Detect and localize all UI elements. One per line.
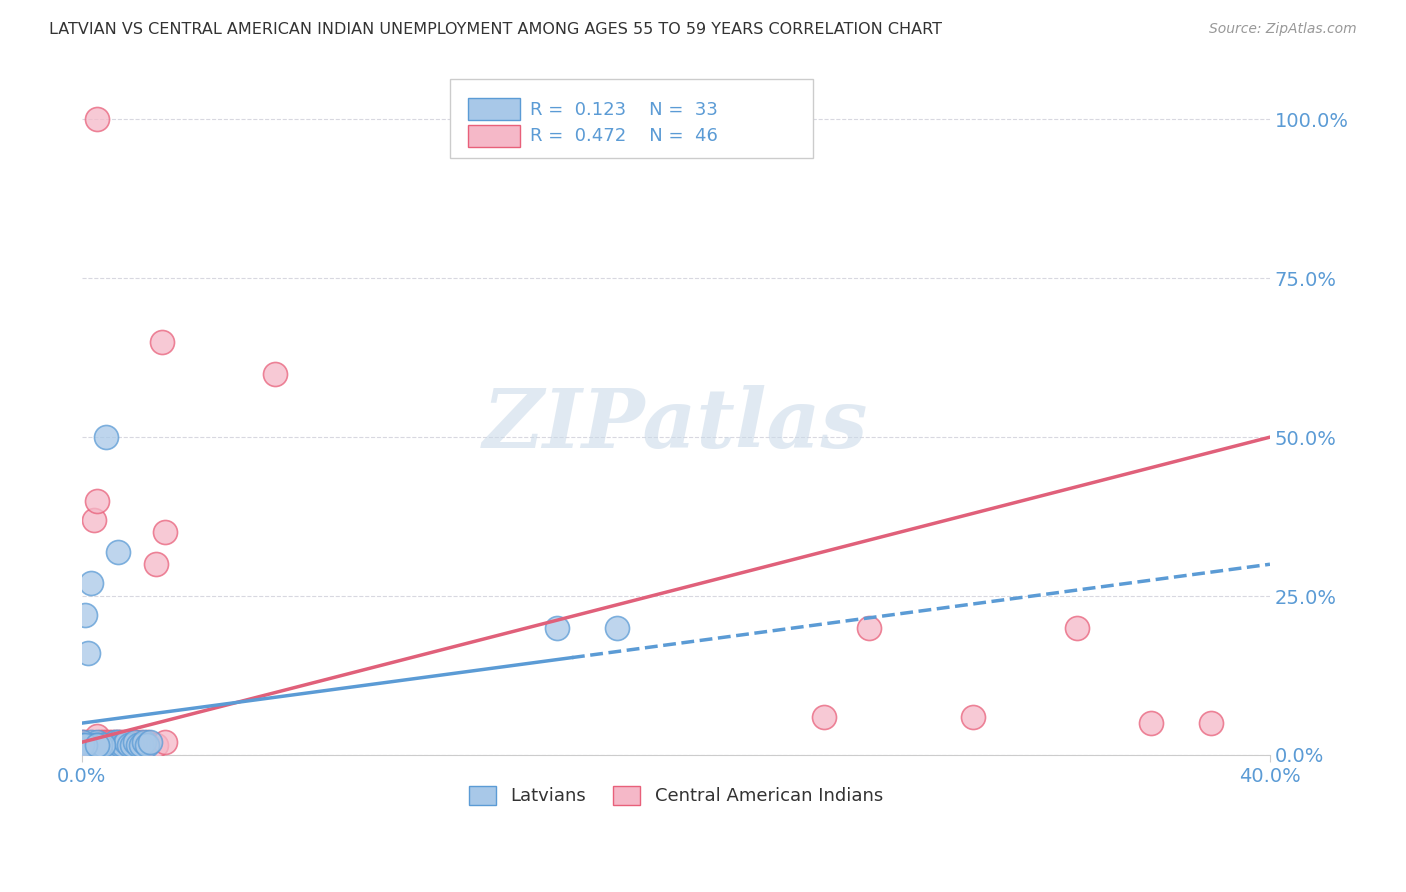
Point [80, 739, 103, 753]
Point [86, 739, 108, 753]
Point [1066, 621, 1088, 635]
Point [70, 739, 93, 753]
Point [153, 735, 176, 749]
Point [134, 739, 156, 753]
Point [124, 735, 146, 749]
Point [91, 739, 114, 753]
Point [264, 367, 287, 381]
Point [83, 739, 105, 753]
Point [76, 735, 98, 749]
Point [136, 739, 159, 753]
Point [86, 739, 108, 753]
Point [115, 739, 138, 753]
Point [1199, 716, 1222, 731]
Point [112, 739, 135, 753]
Point [97, 739, 120, 753]
Point [1140, 716, 1163, 731]
Point [94, 739, 117, 753]
Point [94, 430, 117, 444]
Point [91, 739, 114, 753]
Point [86, 493, 108, 508]
Legend: Latvians, Central American Indians: Latvians, Central American Indians [460, 777, 891, 814]
Point [145, 558, 167, 572]
Point [129, 739, 152, 753]
Point [546, 621, 568, 635]
Point [70, 739, 93, 753]
Point [80, 735, 103, 749]
Point [962, 710, 984, 724]
Point [83, 735, 105, 749]
Point [86, 735, 108, 749]
Point [86, 739, 108, 753]
Point [112, 735, 135, 749]
Point [80, 735, 103, 749]
Point [145, 739, 167, 753]
Point [73, 739, 96, 753]
Point [118, 739, 141, 753]
Text: LATVIAN VS CENTRAL AMERICAN INDIAN UNEMPLOYMENT AMONG AGES 55 TO 59 YEARS CORREL: LATVIAN VS CENTRAL AMERICAN INDIAN UNEMP… [49, 22, 942, 37]
Text: Source: ZipAtlas.com: Source: ZipAtlas.com [1209, 22, 1357, 37]
Point [858, 621, 880, 635]
Point [73, 739, 96, 753]
Point [118, 735, 141, 749]
Point [136, 735, 159, 749]
Point [100, 739, 122, 753]
Point [73, 608, 96, 623]
Point [83, 739, 105, 753]
Text: R =  0.472    N =  46: R = 0.472 N = 46 [530, 128, 717, 145]
Point [134, 735, 156, 749]
Text: R =  0.123    N =  33: R = 0.123 N = 33 [530, 101, 717, 119]
FancyBboxPatch shape [468, 98, 520, 120]
FancyBboxPatch shape [450, 78, 813, 158]
Point [107, 544, 129, 558]
Point [103, 735, 125, 749]
Point [124, 735, 146, 749]
Point [153, 525, 176, 540]
Point [139, 735, 162, 749]
Point [76, 646, 98, 660]
Point [89, 739, 111, 753]
Point [127, 739, 149, 753]
Point [150, 334, 173, 349]
Point [110, 735, 132, 749]
Point [70, 735, 93, 749]
Point [100, 735, 122, 749]
FancyBboxPatch shape [468, 125, 520, 146]
Point [121, 739, 143, 753]
Point [83, 513, 105, 527]
Point [70, 735, 93, 749]
Point [605, 621, 627, 635]
Point [86, 112, 108, 127]
Point [121, 739, 143, 753]
Point [129, 735, 152, 749]
Point [813, 710, 835, 724]
Point [110, 739, 132, 753]
Point [86, 729, 108, 743]
Point [103, 735, 125, 749]
Point [80, 576, 103, 591]
Point [115, 735, 138, 749]
Text: ZIPatlas: ZIPatlas [484, 385, 869, 466]
Point [91, 735, 114, 749]
Point [73, 735, 96, 749]
Point [91, 739, 114, 753]
Point [107, 735, 129, 749]
Point [94, 735, 117, 749]
Point [107, 735, 129, 749]
Point [97, 735, 120, 749]
Point [100, 739, 122, 753]
Point [89, 735, 111, 749]
Point [76, 739, 98, 753]
